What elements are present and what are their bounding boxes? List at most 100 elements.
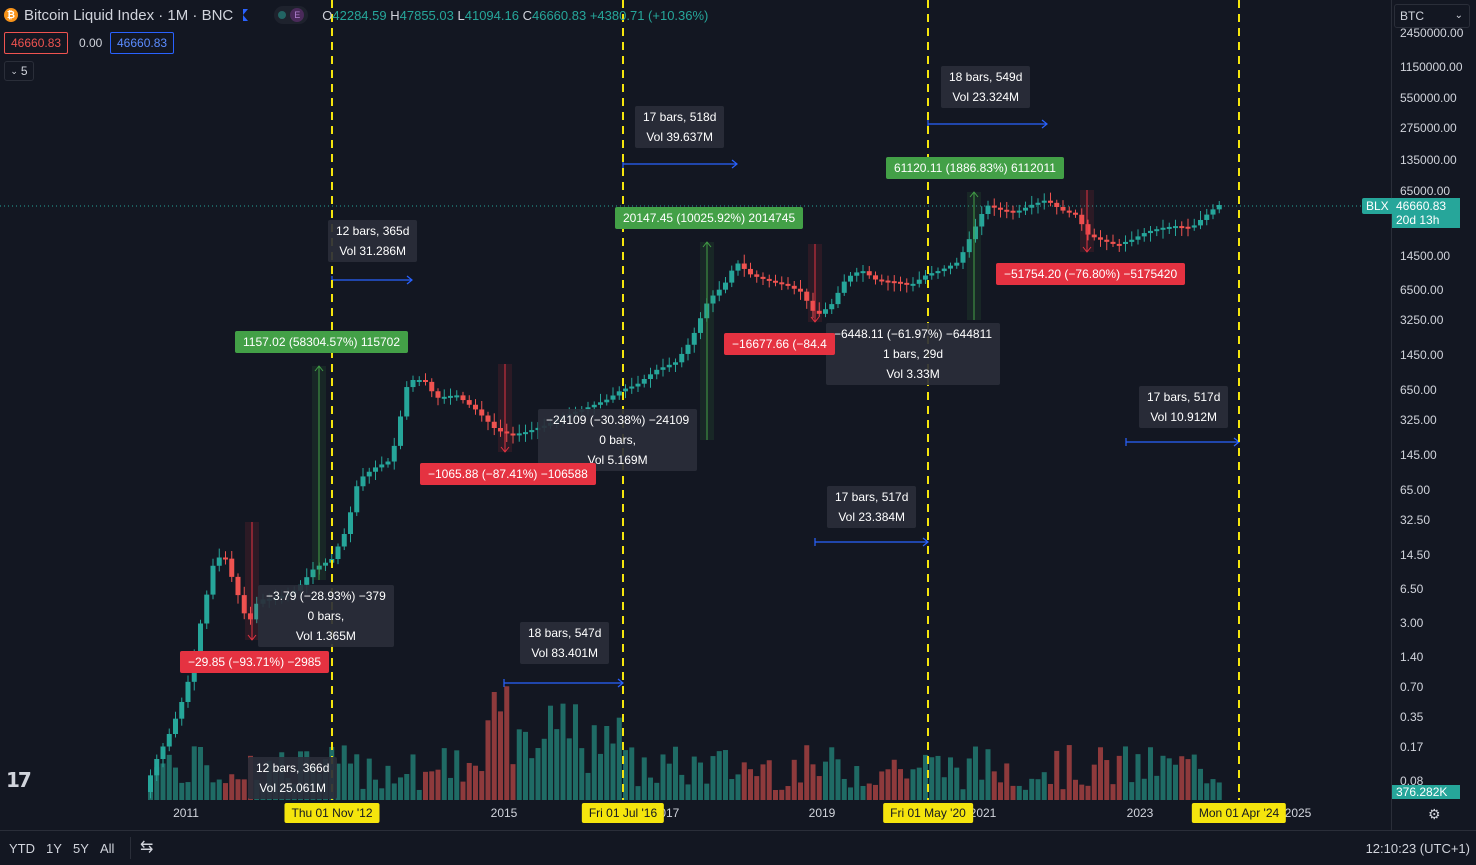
volume-bar: [185, 782, 191, 800]
candle-body: [929, 273, 935, 276]
volume-bar: [629, 747, 635, 800]
candle-body: [166, 734, 172, 747]
volume-bar: [373, 779, 378, 800]
buy-price-button[interactable]: 46660.83: [110, 32, 175, 54]
candle-body: [354, 486, 360, 513]
range-5y-button[interactable]: 5Y: [73, 841, 89, 856]
candle-body: [1191, 225, 1197, 228]
volume-bar: [210, 782, 216, 800]
candle-body: [179, 702, 185, 719]
volume-bars: [148, 686, 1222, 800]
volume-bar: [1085, 785, 1091, 800]
sell-price-button[interactable]: 46660.83: [4, 32, 69, 54]
range-ytd-button[interactable]: YTD: [9, 841, 35, 856]
volume-bar: [191, 746, 197, 800]
volume-bar: [573, 704, 578, 800]
candle-body: [841, 281, 847, 293]
volume-bar: [535, 748, 541, 800]
spread-value: 0.00: [79, 36, 103, 50]
indicator-pill[interactable]: E: [274, 6, 309, 24]
tradingview-logo[interactable]: 17: [6, 768, 32, 792]
time-tick: 2019: [808, 806, 836, 820]
candle-body: [685, 344, 691, 354]
cycle-lines: [331, 0, 1240, 800]
volume-bar: [1141, 778, 1147, 800]
candle-body: [860, 271, 866, 274]
divider: [130, 837, 131, 859]
volume-bar: [691, 756, 697, 800]
volume-bar: [554, 729, 560, 800]
candle-body: [723, 282, 728, 290]
symbol-title[interactable]: Bitcoin Liquid Index · 1M · BNC: [24, 6, 234, 24]
candle-body: [1160, 227, 1166, 230]
volume-bar: [854, 766, 860, 800]
volume-bar: [748, 769, 753, 800]
volume-bar: [198, 746, 203, 800]
volume-bar: [704, 783, 710, 800]
price-tick: 65000.00: [1400, 184, 1451, 198]
volume-bar: [654, 782, 660, 800]
date-range-label: 17 bars, 517d Vol 10.912M: [1139, 386, 1229, 428]
price-tick: 3250.00: [1400, 313, 1444, 327]
range-1y-button[interactable]: 1Y: [46, 841, 62, 856]
candle-body: [654, 369, 660, 375]
range-all-button[interactable]: All: [100, 841, 115, 856]
candle-body: [1179, 226, 1185, 229]
volume-bar: [616, 717, 622, 800]
volume-bar: [873, 784, 878, 800]
candle-body: [460, 395, 466, 401]
candle-body: [335, 546, 341, 559]
open-value: 42284.59: [332, 7, 387, 23]
close-value: 46660.83: [531, 7, 587, 23]
date-range-icon[interactable]: ⇆: [140, 839, 154, 856]
flag-icon[interactable]: [243, 9, 249, 21]
price-range-measure: [1080, 190, 1094, 253]
volume-bar: [866, 783, 872, 800]
candle-body: [604, 399, 610, 403]
settings-gear-icon[interactable]: ⚙: [1428, 806, 1441, 822]
currency-select[interactable]: BTC ⌄: [1394, 4, 1470, 28]
candle-body: [1073, 212, 1078, 215]
change-value: +4380.71 (+10.36%): [589, 7, 709, 23]
price-chart-canvas[interactable]: [0, 0, 1391, 800]
candle-body: [960, 252, 966, 263]
drawings: [245, 119, 1240, 688]
candle-body: [660, 367, 666, 370]
volume-bar: [429, 771, 435, 800]
candle-body: [1029, 204, 1035, 208]
candle-body: [491, 421, 497, 428]
volume-bar: [385, 765, 391, 800]
volume-bar: [1060, 789, 1066, 800]
candle-body: [816, 310, 822, 314]
volume-bar: [1098, 747, 1103, 800]
candle-body: [835, 292, 841, 305]
candle-body: [898, 281, 903, 284]
candle-body: [791, 285, 797, 289]
candle-body: [916, 279, 922, 284]
candle-body: [1135, 236, 1141, 240]
clock[interactable]: 12:10:23 (UTC+1): [1365, 841, 1470, 856]
price-axis[interactable]: 2450000.00 1150000.00 550000.00 275000.00 13…: [1391, 0, 1476, 830]
chevron-down-icon: ⌄: [1454, 10, 1463, 21]
volume-bar: [816, 776, 822, 800]
candle-body: [310, 569, 316, 578]
ohlc-values: O42284.59 H47855.03 L41094.16 C46660.83 …: [322, 7, 709, 23]
candle-body: [223, 557, 228, 560]
candle-body: [1079, 214, 1085, 225]
price-tick: 145.00: [1400, 448, 1437, 462]
volume-bar: [173, 767, 178, 800]
date-range-label: 17 bars, 518d Vol 39.637M: [635, 106, 725, 148]
volume-bar: [948, 757, 953, 800]
volume-bar: [660, 754, 666, 800]
indicators-collapse-button[interactable]: ⌄ 5: [4, 61, 34, 81]
candle-body: [1091, 234, 1097, 238]
volume-bar: [716, 751, 722, 800]
candle-body: [973, 226, 978, 240]
candle-body: [379, 464, 385, 468]
volume-bar: [985, 749, 991, 800]
volume-bar: [404, 773, 410, 800]
volume-bar: [804, 745, 810, 800]
volume-bar: [216, 779, 222, 800]
candle-body: [185, 681, 191, 702]
candle-body: [760, 276, 766, 279]
